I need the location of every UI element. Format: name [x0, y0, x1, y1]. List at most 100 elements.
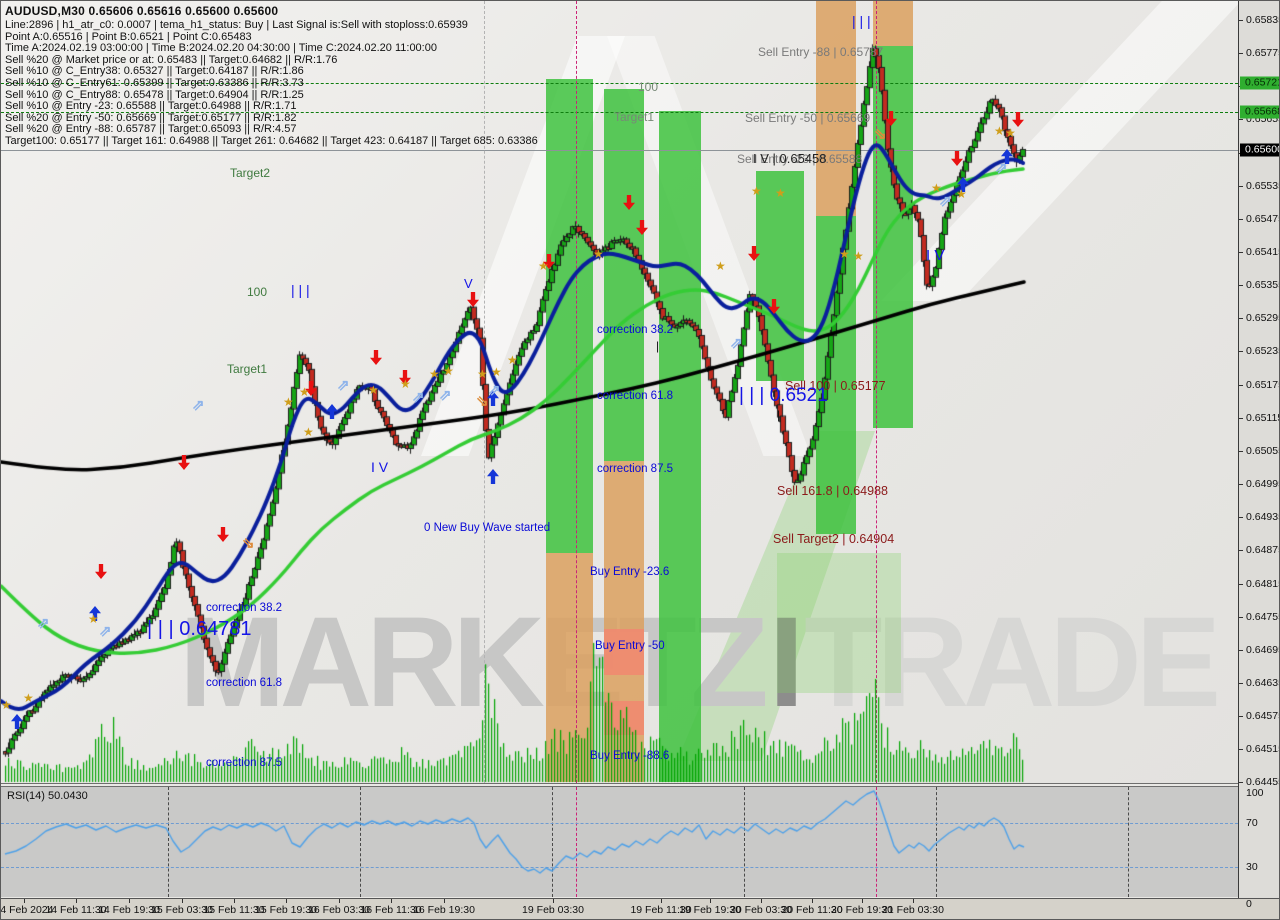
price-axis-label: 0.64935: [1246, 511, 1279, 524]
panel-separator[interactable]: [1, 783, 1279, 784]
time-axis-label: 15 Feb 11:30: [203, 904, 265, 916]
time-axis-label: 21 Feb 03:30: [882, 904, 944, 916]
price-axis-tick: [1239, 716, 1243, 718]
info-line: Time A:2024.02.19 03:00:00 | Time B:2024…: [5, 42, 437, 55]
time-axis-label: 20 Feb 19:30: [831, 904, 893, 916]
chart-label: Sell Entry -50 | 0.65669: [745, 111, 871, 125]
info-line: Sell %10 @ C_Entry88: 0.65478 || Target:…: [5, 88, 304, 101]
chart-label: Target1: [614, 110, 655, 124]
info-line: Sell %20 @ Entry -50: 0.65669 || Target:…: [5, 111, 297, 124]
star-icon: ★: [839, 247, 850, 261]
price-axis-tick: [1239, 20, 1243, 21]
chart-label: Sell Entry -23 | 0.65588: [737, 152, 863, 166]
price-axis-label: 0.65775: [1246, 47, 1279, 60]
star-icon: ★: [88, 612, 99, 626]
price-axis-label: 0.64575: [1246, 710, 1279, 723]
hollow-up-arrow-icon: ⇗: [37, 615, 50, 632]
info-line: Sell %20 @ Market price or at: 0.65483 |…: [5, 53, 338, 66]
star-icon: ★: [994, 124, 1005, 138]
time-axis-label: 19 Feb 03:30: [522, 904, 584, 916]
price-axis-label: 0.64875: [1246, 544, 1279, 557]
hollow-down-arrow-icon: ⇘: [242, 535, 255, 552]
chart-label: correction 87.5: [206, 757, 283, 769]
hollow-up-arrow-icon: ⇗: [337, 377, 350, 394]
time-axis-tick: [24, 899, 25, 903]
chart-label: |: [777, 408, 781, 422]
price-axis-label: 0.64755: [1246, 610, 1279, 623]
chart-label: I V: [926, 247, 945, 264]
star-icon: ★: [429, 367, 440, 381]
star-icon: ★: [299, 385, 310, 399]
time-axis-label: 15 Feb 03:30: [151, 904, 213, 916]
star-icon: ★: [853, 249, 864, 263]
info-panel: AUDUSD,M30 0.65606 0.65616 0.65600 0.656…: [5, 4, 538, 148]
price-axis-tick: [1239, 185, 1243, 187]
time-axis-label: 14 Feb 11:30: [45, 904, 107, 916]
rsi-canvas[interactable]: [1, 787, 1238, 897]
rsi-indicator-panel[interactable]: RSI(14) 50.0430: [1, 787, 1238, 897]
chart-label: Buy Entry -50: [595, 640, 665, 652]
chart-label: correction 38.2: [206, 602, 283, 614]
info-line: Point A:0.65516 | Point B:0.6521 | Point…: [5, 30, 252, 43]
price-axis-label: 0.65175: [1246, 378, 1279, 391]
rsi-axis-label: 70: [1246, 817, 1258, 829]
price-axis-label: 0.65235: [1246, 345, 1279, 358]
time-axis-label: 15 Feb 19:30: [255, 904, 317, 916]
hollow-down-arrow-icon: ⇘: [874, 126, 887, 143]
info-line: Sell %20 @ Entry -88: 0.65787 || Target:…: [5, 123, 297, 136]
star-icon: ★: [443, 364, 454, 378]
chart-label: | | | 0.64781: [147, 618, 252, 640]
price-axis-tick: [1239, 484, 1243, 486]
price-badge: 0.65721: [1240, 76, 1279, 90]
time-axis-label: 16 Feb 19:30: [413, 904, 475, 916]
time-axis-tick: [391, 899, 392, 903]
rsi-axis-label: 100: [1246, 787, 1264, 799]
time-axis-tick: [76, 899, 77, 903]
panel-separator[interactable]: [1, 786, 1279, 787]
price-axis-label: 0.64455: [1246, 776, 1279, 789]
star-icon: ★: [1, 698, 12, 712]
price-axis-label: 0.65535: [1246, 179, 1279, 192]
chart-label: 0 New Buy Wave started: [424, 522, 551, 534]
hollow-up-arrow-icon: ⇗: [412, 389, 425, 406]
main-chart-area[interactable]: MARKETZITRADE ★★★★★★★★★★★★★★★★★★★★★★★★⇗⇗…: [1, 1, 1238, 783]
time-axis-label: 19 Feb 19:30: [679, 904, 741, 916]
star-icon: ★: [23, 691, 34, 705]
hollow-up-arrow-icon: ⇗: [439, 387, 452, 404]
price-axis-label: 0.65415: [1246, 246, 1279, 259]
chart-label: Buy Entry -23.6: [590, 566, 670, 578]
price-axis-tick: [1239, 749, 1243, 751]
time-axis[interactable]: 14 Feb 2024 14 Feb 11:30 14 Feb 19:30 15 Fe…: [0, 898, 1279, 919]
chart-label: correction 87.5: [597, 463, 674, 475]
chart-label: I V: [371, 459, 389, 475]
price-chart-canvas[interactable]: [1, 1, 1238, 783]
chart-label: I V | 0.65458: [753, 151, 827, 166]
time-axis-label: 19 Feb 11:30: [630, 904, 692, 916]
chart-label: correction 61.8: [206, 677, 283, 689]
hollow-up-arrow-icon: ⇗: [995, 160, 1008, 177]
price-badge: 0.65600: [1240, 143, 1279, 157]
star-icon: ★: [477, 367, 488, 381]
price-axis[interactable]: 0.658350.657750.657150.656550.655950.655…: [1238, 1, 1280, 910]
star-icon: ★: [593, 247, 604, 261]
chart-label: Sell Entry -88 | 0.65787: [758, 45, 884, 59]
time-axis-label: 20 Feb 03:30: [730, 904, 792, 916]
time-axis-tick: [339, 899, 340, 903]
time-axis-tick: [812, 899, 813, 903]
time-axis-label: 16 Feb 11:30: [360, 904, 422, 916]
signal-info-lines: Line:2896 | h1_atr_c0: 0.0007 | tema_h1_…: [5, 19, 538, 148]
star-icon: ★: [956, 187, 967, 201]
hollow-up-arrow-icon: ⇗: [488, 382, 501, 399]
price-axis-label: 0.65475: [1246, 212, 1279, 225]
time-axis-tick: [182, 899, 183, 903]
info-line: Target100: 0.65177 || Target 161: 0.6498…: [5, 134, 538, 147]
time-axis-tick: [761, 899, 762, 903]
chart-label: Sell 161.8 | 0.64988: [777, 484, 888, 498]
price-axis-label: 0.64815: [1246, 577, 1279, 590]
price-axis-label: 0.65115: [1246, 411, 1280, 424]
star-icon: ★: [715, 259, 726, 273]
star-icon: ★: [1005, 126, 1016, 140]
chart-label: Target1: [227, 362, 268, 376]
price-badge: 0.65668: [1240, 105, 1279, 119]
time-axis-label: 14 Feb 2024: [0, 904, 54, 916]
